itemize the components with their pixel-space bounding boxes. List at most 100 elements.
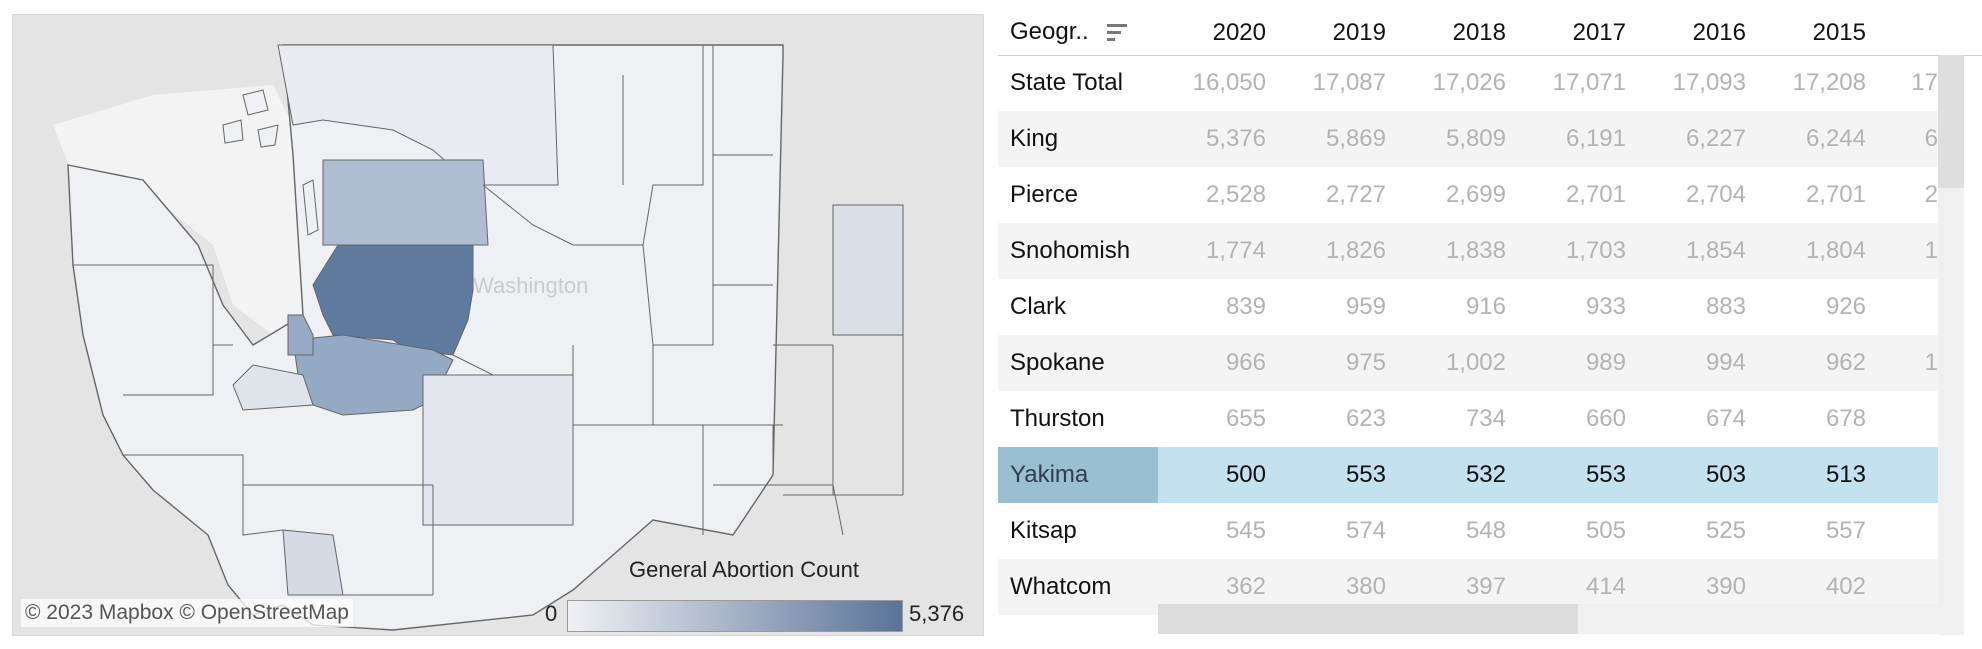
cell: 678 [1825, 405, 1866, 432]
choropleth-map[interactable]: Washington General Abortion Count 0 5,37… [12, 14, 984, 636]
cell: 916 [1465, 293, 1506, 320]
table-row-selected[interactable]: Yakima 500 553 532 553 503 513 [998, 447, 1938, 503]
cell: 1,703 [1565, 237, 1626, 264]
cell: 966 [1225, 349, 1266, 376]
cell: 2,701 [1805, 181, 1866, 208]
year-header-2018[interactable]: 2018 [1452, 19, 1506, 46]
cell: 380 [1345, 573, 1386, 600]
cell: 397 [1465, 573, 1506, 600]
cell: 1,774 [1205, 237, 1266, 264]
cell: 989 [1585, 349, 1626, 376]
county-shapes[interactable] [232, 44, 904, 596]
county-thurston [232, 364, 314, 411]
state-label: Washington [473, 273, 588, 298]
cell-partial: 1 [1924, 237, 1938, 264]
cell: 926 [1825, 293, 1866, 320]
table-row[interactable]: Pierce 2,528 2,727 2,699 2,701 2,704 2,7… [998, 167, 1938, 223]
cell: 883 [1705, 293, 1746, 320]
vertical-scroll-thumb[interactable] [1938, 55, 1964, 188]
map-canvas[interactable]: Washington [13, 15, 983, 635]
cell: 660 [1585, 405, 1626, 432]
legend-color-ramp [567, 600, 903, 632]
cell: 17,071 [1552, 69, 1626, 96]
row-name: Kitsap [1010, 517, 1077, 544]
cell: 1,854 [1685, 237, 1746, 264]
county-borders [73, 45, 904, 596]
map-attribution[interactable]: © 2023 Mapbox © OpenStreetMap [21, 599, 353, 627]
cell: 5,809 [1445, 125, 1506, 152]
cell: 557 [1825, 517, 1866, 544]
row-name: Clark [1010, 293, 1067, 320]
cell: 548 [1465, 517, 1506, 544]
legend-min: 0 [545, 601, 558, 626]
year-header-2016[interactable]: 2016 [1692, 19, 1746, 46]
row-name: Snohomish [1010, 237, 1131, 264]
geography-header[interactable]: Geogr.. [1010, 18, 1089, 45]
horizontal-scroll-thumb[interactable] [1158, 604, 1578, 634]
table-row[interactable]: King 5,376 5,869 5,809 6,191 6,227 6,244… [998, 111, 1938, 167]
cell: 962 [1825, 349, 1866, 376]
table-row[interactable]: State Total 16,050 17,087 17,026 17,071 … [998, 55, 1938, 111]
year-header-2019[interactable]: 2019 [1332, 19, 1386, 46]
cell: 994 [1705, 349, 1746, 376]
cell: 1,002 [1445, 349, 1506, 376]
sort-descending-icon[interactable] [1106, 22, 1130, 44]
cell: 6,227 [1685, 125, 1746, 152]
cell: 402 [1825, 573, 1866, 600]
cell: 5,869 [1325, 125, 1386, 152]
year-header-2017[interactable]: 2017 [1572, 19, 1626, 46]
cell: 623 [1345, 405, 1386, 432]
cell: 545 [1225, 517, 1266, 544]
cell-partial [1860, 279, 1938, 335]
cell: 5,376 [1205, 125, 1266, 152]
cell: 655 [1225, 405, 1266, 432]
cell-partial: 17 [1911, 69, 1938, 96]
cell: 525 [1705, 517, 1746, 544]
cell: 390 [1705, 573, 1746, 600]
cell: 17,208 [1792, 69, 1866, 96]
table-header: Geogr.. 2020 2019 2018 2017 2016 2015 [998, 0, 1982, 56]
row-name: Spokane [1010, 349, 1105, 376]
cell: 975 [1345, 349, 1386, 376]
county-whatcom [277, 44, 559, 186]
year-header-2020[interactable]: 2020 [1212, 19, 1266, 46]
data-table[interactable]: Geogr.. 2020 2019 2018 2017 2016 2015 St… [998, 0, 1982, 649]
county-kitsap [287, 314, 314, 356]
table-row[interactable]: Spokane 966 975 1,002 989 994 962 1 [998, 335, 1938, 391]
table-row[interactable]: Clark 839 959 916 933 883 926 [998, 279, 1938, 335]
row-name: Yakima [998, 447, 1158, 503]
cell: 553 [1345, 461, 1386, 488]
county-skagit [322, 159, 489, 246]
row-name: Thurston [1010, 405, 1105, 432]
cell: 505 [1585, 517, 1626, 544]
cell: 513 [1825, 461, 1866, 488]
cell: 6,244 [1805, 125, 1866, 152]
cell: 553 [1585, 461, 1626, 488]
cell: 362 [1225, 573, 1266, 600]
row-name: State Total [1010, 69, 1123, 96]
cell: 2,699 [1445, 181, 1506, 208]
cell: 1,826 [1325, 237, 1386, 264]
cell: 1,838 [1445, 237, 1506, 264]
cell: 933 [1585, 293, 1626, 320]
cell: 1,804 [1805, 237, 1866, 264]
table-row[interactable]: Kitsap 545 574 548 505 525 557 [998, 503, 1938, 559]
cell: 574 [1345, 517, 1386, 544]
county-clark [282, 529, 344, 596]
cell: 503 [1705, 461, 1746, 488]
cell: 414 [1585, 573, 1626, 600]
cell: 17,093 [1672, 69, 1746, 96]
legend-max: 5,376 [909, 601, 965, 626]
row-name: Pierce [1010, 181, 1079, 208]
county-spokane [832, 204, 904, 336]
cell: 734 [1465, 405, 1506, 432]
table-row[interactable]: Thurston 655 623 734 660 674 678 [998, 391, 1938, 447]
legend-title: General Abortion Count [629, 557, 859, 582]
cell: 839 [1225, 293, 1266, 320]
row-name: King [1010, 125, 1059, 152]
cell-partial: 1 [1924, 349, 1938, 376]
cell: 6,191 [1565, 125, 1626, 152]
table-row[interactable]: Snohomish 1,774 1,826 1,838 1,703 1,854 … [998, 223, 1938, 279]
year-header-2015[interactable]: 2015 [1812, 19, 1866, 46]
cell: 959 [1345, 293, 1386, 320]
